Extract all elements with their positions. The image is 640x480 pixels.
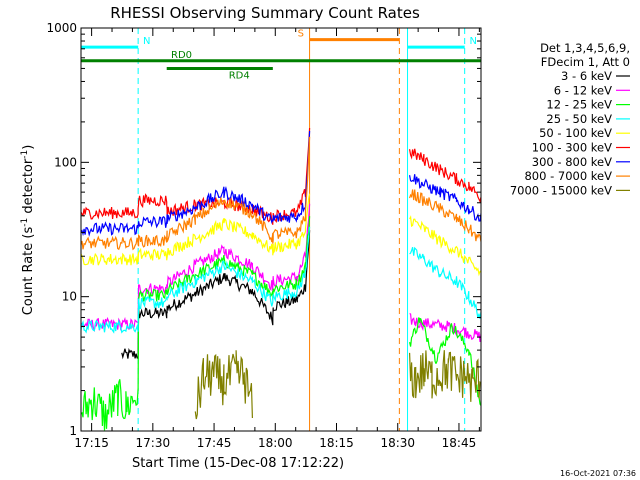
legend-label-7: 800 - 7000 keV xyxy=(524,169,612,183)
y-tick-label-2: 100 xyxy=(54,155,77,169)
series-line-7 xyxy=(81,136,481,251)
series-line-6 xyxy=(81,130,481,237)
y-tick-label-3: 1000 xyxy=(46,21,77,35)
plot-frame xyxy=(80,27,482,432)
legend-label-3: 25 - 50 keV xyxy=(546,112,612,126)
y-axis: 1 10 100 1000 xyxy=(46,21,481,438)
legend-label-5: 100 - 300 keV xyxy=(532,141,612,155)
state-bar-label-4: RD4 xyxy=(229,70,250,81)
legend-header-line-1: Det 1,3,4,5,6,9, xyxy=(540,41,630,55)
legend-label-6: 300 - 800 keV xyxy=(532,155,612,169)
series-layer xyxy=(81,127,481,431)
x-tick-label-5: 18:30 xyxy=(380,436,415,450)
legend-label-4: 50 - 100 keV xyxy=(539,126,612,140)
x-tick-label-2: 17:45 xyxy=(197,436,232,450)
x-axis-label: Start Time (15-Dec-08 17:12:22) xyxy=(132,456,344,471)
series-line-8 xyxy=(194,350,481,420)
y-tick-label-0: 1 xyxy=(69,424,77,438)
series-line-3 xyxy=(81,226,481,334)
series-line-5 xyxy=(81,127,481,225)
y-axis-label: Count Rate (s-1 detector-1) xyxy=(20,145,36,316)
y-tick-label-1: 10 xyxy=(62,290,77,304)
legend-label-1: 6 - 12 keV xyxy=(554,83,612,97)
x-tick-label-1: 17:30 xyxy=(136,436,171,450)
state-bar-label-1: N xyxy=(470,36,477,47)
legend-label-8: 7000 - 15000 keV xyxy=(510,183,612,197)
legend-label-2: 12 - 25 keV xyxy=(546,98,612,112)
x-axis: 17:15 17:30 17:45 18:00 18:15 18:30 18:45 xyxy=(74,28,480,450)
x-tick-label-3: 18:00 xyxy=(258,436,293,450)
x-tick-label-6: 18:45 xyxy=(442,436,477,450)
state-bar-label-2: S xyxy=(298,29,304,40)
legend-header-line-2: FDecim 1, Att 0 xyxy=(541,55,630,69)
legend-label-0: 3 - 6 keV xyxy=(561,69,612,83)
series-line-4 xyxy=(81,193,481,277)
state-bar-label-3: RD0 xyxy=(171,50,192,61)
state-bar-label-0: N xyxy=(143,36,150,47)
footer-date: 16-Oct-2021 07:36 xyxy=(560,469,636,478)
x-tick-label-4: 18:15 xyxy=(319,436,354,450)
series-line-0 xyxy=(121,230,311,360)
chart-title: RHESSI Observing Summary Count Rates xyxy=(110,4,420,22)
x-tick-label-0: 17:15 xyxy=(74,436,109,450)
state-bars: N N S RD0 RD4 xyxy=(81,29,481,81)
